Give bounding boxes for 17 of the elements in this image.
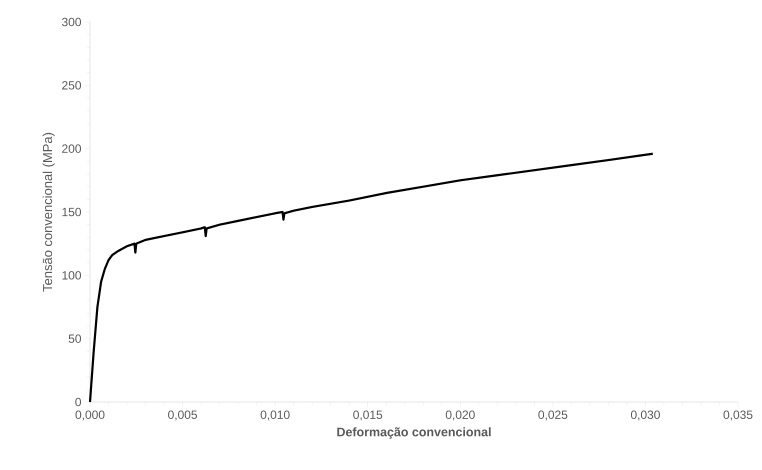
x-tick-label: 0,020 xyxy=(446,410,475,420)
x-tick-label: 0,015 xyxy=(353,410,382,420)
x-tick-label: 0,000 xyxy=(76,410,104,420)
y-tick-label: 250 xyxy=(62,81,82,90)
y-axis-title: Tensão convencional (MPa) xyxy=(42,132,55,292)
y-tick-label: 150 xyxy=(62,208,82,216)
x-tick-label: 0,035 xyxy=(724,410,752,420)
x-tick-label: 0,010 xyxy=(260,410,290,420)
y-tick-label: 0 xyxy=(75,398,82,406)
x-tick-label: 0,005 xyxy=(168,410,198,420)
y-tick-label: 300 xyxy=(62,18,82,26)
x-axis-title: Deformação convencional xyxy=(337,427,491,439)
x-tick-label: 0,025 xyxy=(538,410,568,420)
y-tick-label: 100 xyxy=(62,271,82,280)
y-tick-label: 200 xyxy=(62,144,82,153)
y-tick-label: 50 xyxy=(68,334,82,343)
x-tick-label: 0,030 xyxy=(630,410,660,420)
